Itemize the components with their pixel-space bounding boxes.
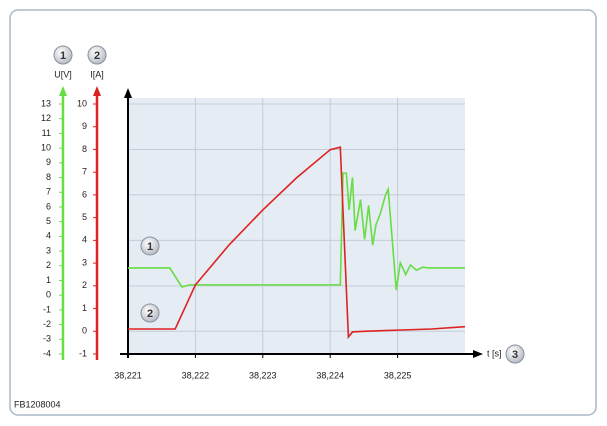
x-tick-label: 38,222 — [182, 370, 210, 380]
badge-label: 2 — [147, 308, 153, 320]
y2-tick-label: 2 — [82, 280, 87, 290]
x-axis-label: t [s] — [487, 348, 502, 358]
x-tick-label: 38,224 — [316, 370, 344, 380]
y-tick-label: -3 — [43, 334, 51, 344]
series-line — [128, 146, 466, 340]
y-tick-label: 3 — [46, 245, 51, 255]
y-tick-label: 0 — [46, 290, 51, 300]
y-axis-label: U[V] — [54, 69, 72, 79]
figure-id: FB1208004 — [14, 399, 61, 409]
x-axis-arrow — [473, 350, 483, 358]
y2-axis-label: I[A] — [90, 69, 104, 79]
x-tick-label: 38,223 — [249, 370, 277, 380]
badge — [87, 45, 107, 65]
y-tick-label: 5 — [46, 216, 51, 226]
y2-tick-label: 1 — [82, 303, 87, 313]
y-tick-label: -1 — [43, 304, 51, 314]
y2-tick-label: 9 — [82, 121, 87, 131]
x-tick-label: 38,221 — [114, 370, 142, 380]
badge — [53, 45, 73, 65]
badge-label: 1 — [60, 50, 66, 62]
y2-tick-label: 8 — [82, 144, 87, 154]
y2-tick-label: 3 — [82, 257, 87, 267]
y2-tick-label: 10 — [77, 98, 87, 108]
badge-label: 2 — [94, 50, 100, 62]
y-axis-arrow — [59, 86, 67, 96]
y-tick-label: -2 — [43, 319, 51, 329]
y2-tick-label: 0 — [82, 326, 87, 336]
y-tick-label: 7 — [46, 187, 51, 197]
plot-y-arrow — [124, 88, 132, 98]
y-tick-label: 12 — [41, 113, 51, 123]
plot-area — [128, 98, 465, 354]
y-tick-label: 4 — [46, 231, 51, 241]
badge-label: 3 — [512, 349, 518, 361]
badge — [505, 344, 525, 364]
y-tick-label: 6 — [46, 201, 51, 211]
y-tick-label: 10 — [41, 142, 51, 152]
y2-axis-arrow — [93, 86, 101, 96]
y-tick-label: 1 — [46, 275, 51, 285]
y-tick-label: -4 — [43, 348, 51, 358]
y2-tick-label: 5 — [82, 212, 87, 222]
y2-tick-label: 7 — [82, 167, 87, 177]
y-tick-label: 2 — [46, 260, 51, 270]
series-line — [128, 172, 465, 291]
y2-tick-label: 6 — [82, 189, 87, 199]
y-tick-label: 11 — [42, 128, 51, 138]
badge — [140, 236, 160, 256]
y-tick-label: 13 — [41, 98, 51, 108]
y2-tick-label: 4 — [82, 235, 87, 245]
y-tick-label: 8 — [46, 172, 51, 182]
badge-label: 1 — [147, 241, 153, 253]
y-tick-label: 9 — [46, 157, 51, 167]
badge — [140, 303, 160, 323]
x-tick-label: 38,225 — [384, 370, 412, 380]
y2-tick-label: -1 — [79, 348, 87, 358]
